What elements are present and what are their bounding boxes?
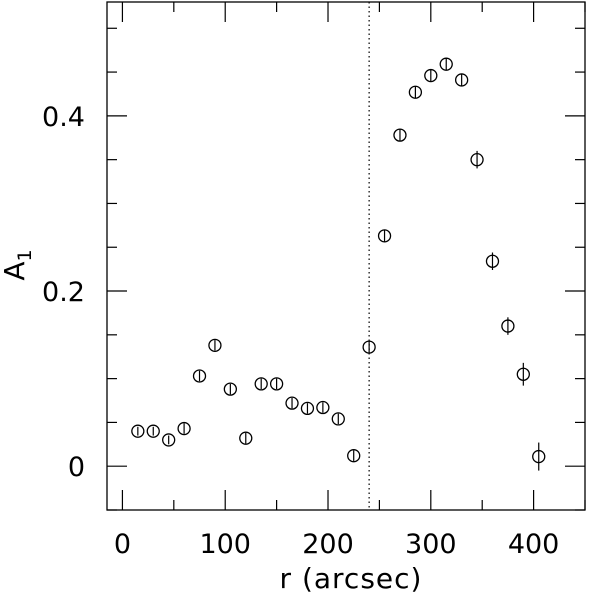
x-tick-labels: 0 100 200 300 400: [114, 529, 560, 560]
point-marker: [516, 367, 530, 381]
data-point: [347, 449, 361, 463]
point-marker: [131, 424, 145, 438]
data-point: [146, 424, 160, 438]
y-tick-labels: 0 0.2 0.4: [42, 102, 85, 483]
data-point: [393, 128, 407, 142]
y-tick-label: 0: [68, 452, 85, 483]
point-marker: [300, 401, 315, 416]
data-point: [192, 369, 207, 383]
x-axis-label: r (arcsec): [280, 562, 423, 595]
point-marker: [331, 412, 345, 426]
point-marker: [347, 449, 361, 463]
point-marker: [362, 340, 376, 354]
data-point: [532, 442, 546, 471]
data-point: [162, 433, 176, 447]
point-marker: [439, 57, 453, 71]
point-marker: [285, 396, 299, 410]
x-tick-label: 400: [508, 529, 560, 560]
data-point: [239, 431, 253, 445]
y-axis-label: A1: [0, 249, 36, 280]
y-axis-label-subscript: 1: [14, 249, 36, 261]
data-point: [408, 85, 423, 99]
axis-ticks: [107, 2, 586, 511]
point-marker: [454, 73, 469, 87]
data-point: [516, 362, 530, 386]
x-tick-label: 300: [405, 529, 457, 560]
point-marker: [208, 338, 222, 352]
y-tick-label: 0.2: [42, 277, 85, 308]
data-point: [300, 401, 315, 416]
data-point: [131, 424, 145, 438]
y-axis-label-group: A1: [0, 249, 36, 280]
data-point: [177, 421, 191, 436]
data-point: [454, 73, 469, 87]
point-marker: [485, 254, 500, 268]
point-marker: [223, 382, 238, 396]
data-point: [223, 382, 238, 396]
data-point: [208, 338, 222, 352]
x-tick-label: 0: [114, 529, 131, 560]
point-marker: [377, 229, 392, 243]
point-marker: [162, 433, 176, 447]
point-marker: [269, 377, 284, 391]
x-tick-label: 100: [199, 529, 251, 560]
data-point: [439, 57, 453, 71]
point-marker: [177, 421, 191, 436]
data-point: [316, 400, 330, 415]
point-marker: [192, 369, 207, 383]
y-tick-label: 0.4: [42, 102, 85, 133]
point-marker: [239, 431, 253, 445]
point-marker: [408, 85, 423, 99]
point-marker: [146, 424, 160, 438]
data-point: [485, 252, 500, 271]
data-point: [331, 412, 345, 426]
y-axis-label-main: A: [0, 261, 31, 280]
point-marker: [393, 128, 407, 142]
data-point: [377, 229, 392, 243]
data-point: [285, 396, 299, 410]
data-point: [424, 68, 438, 83]
plot-frame: [106, 1, 586, 511]
x-tick-label: 200: [302, 529, 354, 560]
point-marker: [254, 377, 268, 391]
data-point: [362, 340, 376, 354]
data-point: [470, 150, 484, 169]
data-point: [254, 377, 268, 391]
point-marker: [424, 68, 438, 83]
point-marker: [316, 400, 330, 415]
point-marker: [470, 153, 484, 167]
point-marker: [532, 449, 546, 464]
point-marker: [501, 319, 515, 333]
data-point: [501, 317, 515, 335]
data-points: [131, 57, 546, 471]
data-point: [269, 377, 284, 391]
